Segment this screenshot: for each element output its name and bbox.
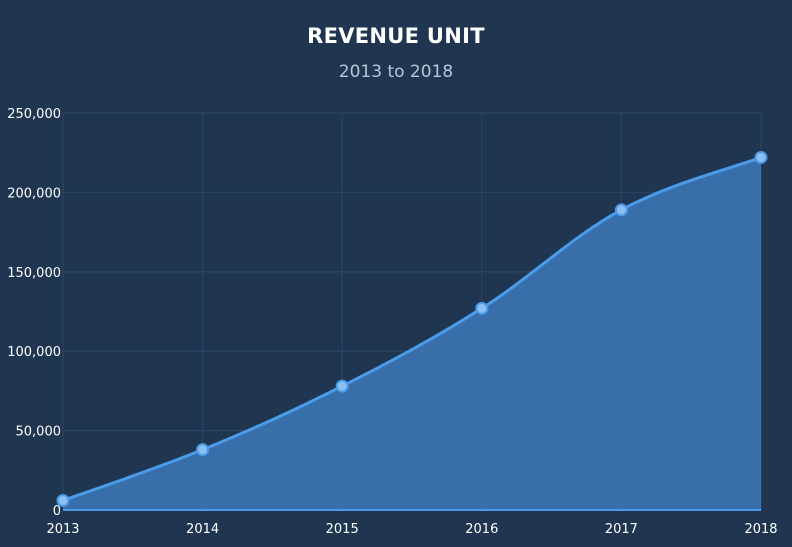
data-point[interactable] [56,493,70,507]
area-layer [62,156,762,511]
x-tick-label: 2018 [744,522,777,537]
y-tick-label: 100,000 [7,345,61,360]
x-tick-label: 2015 [326,522,359,537]
y-tick-label: 0 [53,504,61,519]
data-point[interactable] [335,379,349,393]
area-fill [63,157,761,511]
x-tick-label: 2013 [46,522,79,537]
chart-title: REVENUE UNIT [307,24,485,48]
marker-layer [56,150,768,507]
label-layer: 0 50,000 100,000 150,000 200,000 250,000 2013 2… [7,107,777,537]
chart-subtitle: 2013 to 2018 [338,62,454,82]
y-tick-label: 50,000 [16,425,62,440]
data-point[interactable] [196,443,210,457]
data-point[interactable] [614,203,628,217]
y-tick-label: 150,000 [7,266,61,281]
data-point[interactable] [475,301,489,315]
x-tick-label: 2016 [465,522,498,537]
data-point[interactable] [754,150,768,164]
x-tick-label: 2014 [186,522,219,537]
y-tick-label: 200,000 [7,186,61,201]
series-line [62,156,762,502]
x-tick-label: 2017 [605,522,638,537]
y-tick-label: 250,000 [7,107,61,122]
